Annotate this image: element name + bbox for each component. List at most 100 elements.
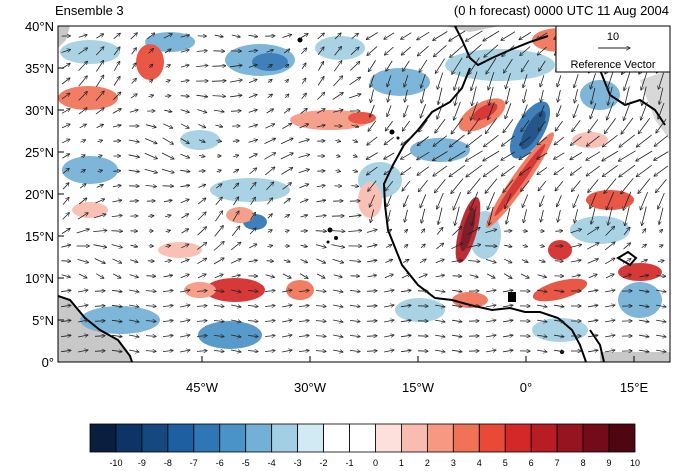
- y-tick-label: 40°N: [25, 19, 54, 34]
- wind-vector: [352, 170, 358, 171]
- wind-vector: [213, 291, 224, 292]
- wind-vector: [401, 46, 411, 55]
- wind-vector: [78, 273, 87, 278]
- wind-vector: [506, 87, 511, 104]
- wind-vector: [163, 123, 172, 128]
- wind-vector: [466, 164, 483, 177]
- wind-vector: [572, 180, 581, 192]
- wind-vector: [61, 305, 71, 306]
- wind-vector: [489, 86, 494, 105]
- wind-vector: [165, 246, 171, 247]
- wind-vector: [214, 35, 223, 37]
- wind-vector: [588, 274, 597, 279]
- wind-vector: [352, 140, 358, 142]
- wind-vector: [213, 351, 224, 352]
- wind-vector: [111, 320, 122, 321]
- wind-vector: [333, 305, 343, 307]
- wind-vector: [537, 32, 548, 39]
- wind-vector: [449, 164, 466, 176]
- wind-vector: [486, 290, 496, 292]
- wind-vector: [638, 118, 651, 133]
- wind-vector: [128, 154, 140, 157]
- wind-vector: [604, 178, 617, 194]
- wind-vector: [604, 258, 615, 265]
- wind-vector: [451, 178, 464, 194]
- wind-vector: [233, 155, 238, 157]
- wind-vector: [231, 35, 240, 37]
- colorbar-swatch: [89, 423, 117, 453]
- wind-vector: [537, 350, 547, 352]
- wind-vector: [180, 335, 190, 337]
- wind-vector: [333, 320, 343, 322]
- wind-vector: [520, 46, 531, 56]
- wind-vector: [636, 150, 653, 161]
- wind-vector: [180, 185, 189, 186]
- wind-vector: [315, 216, 326, 217]
- wind-vector: [420, 244, 425, 249]
- wind-vector: [537, 335, 547, 337]
- wind-vector: [230, 242, 241, 251]
- wind-vector: [605, 350, 615, 352]
- colorbar-swatch: [219, 423, 247, 453]
- wind-vector: [641, 71, 648, 90]
- wind-vector: [180, 199, 189, 204]
- wind-vector: [387, 105, 392, 116]
- wind-vector: [266, 182, 273, 191]
- wind-vector: [282, 350, 292, 352]
- wind-vector: [248, 35, 258, 36]
- x-axis: 45°W 30°W 15°W 0° 15°E: [186, 356, 648, 395]
- wind-vector: [282, 123, 291, 129]
- wind-vector: [198, 185, 205, 188]
- wind-vector: [621, 117, 634, 134]
- wind-vector: [503, 335, 513, 337]
- wind-vector: [145, 321, 156, 322]
- wind-vector: [590, 103, 597, 119]
- wind-vector: [94, 306, 105, 307]
- wind-vector: [537, 290, 547, 292]
- wind-vector: [437, 192, 444, 209]
- wind-vector: [557, 105, 562, 116]
- wind-vector: [94, 336, 105, 337]
- wind-vector: [537, 305, 547, 307]
- wind-vector: [349, 290, 360, 291]
- wind-vector: [505, 103, 512, 118]
- wind-vector: [284, 94, 289, 99]
- wind-vector: [96, 34, 103, 39]
- wind-vector: [78, 48, 88, 55]
- wind-vector: [300, 215, 308, 217]
- colorbar-label: -5: [242, 458, 250, 468]
- wind-vector: [284, 215, 290, 218]
- wind-vector: [388, 90, 391, 102]
- wind-vector: [77, 213, 88, 220]
- wind-vector: [351, 33, 359, 39]
- wind-vector: [452, 57, 463, 74]
- wind-vector: [452, 290, 462, 292]
- wind-vector: [164, 49, 171, 54]
- colorbar-swatch: [582, 423, 610, 453]
- wind-vector: [131, 48, 137, 55]
- wind-vector: [435, 275, 445, 277]
- wind-vector: [588, 290, 598, 292]
- colorbar-label: 8: [581, 458, 586, 468]
- wind-vector: [385, 260, 393, 263]
- wind-vector: [181, 244, 188, 249]
- wind-vector: [588, 179, 599, 193]
- wind-vector: [267, 245, 272, 246]
- wind-vector: [283, 109, 290, 114]
- wind-vector: [144, 138, 157, 144]
- wind-vector: [332, 93, 343, 100]
- wind-vector: [198, 140, 205, 143]
- wind-vector: [280, 153, 293, 160]
- colorbar-swatch: [452, 423, 480, 453]
- colorbar-label: -3: [294, 458, 302, 468]
- wind-vector: [247, 291, 258, 292]
- colorbar-label: 0: [373, 458, 378, 468]
- wind-vector: [299, 273, 308, 279]
- wind-vector: [78, 198, 87, 205]
- wind-vector: [148, 95, 154, 97]
- wind-vector: [604, 118, 616, 133]
- colorbar-label: -7: [190, 458, 198, 468]
- wind-vector: [348, 215, 361, 216]
- wind-vector: [605, 320, 615, 322]
- wind-vector: [488, 71, 495, 90]
